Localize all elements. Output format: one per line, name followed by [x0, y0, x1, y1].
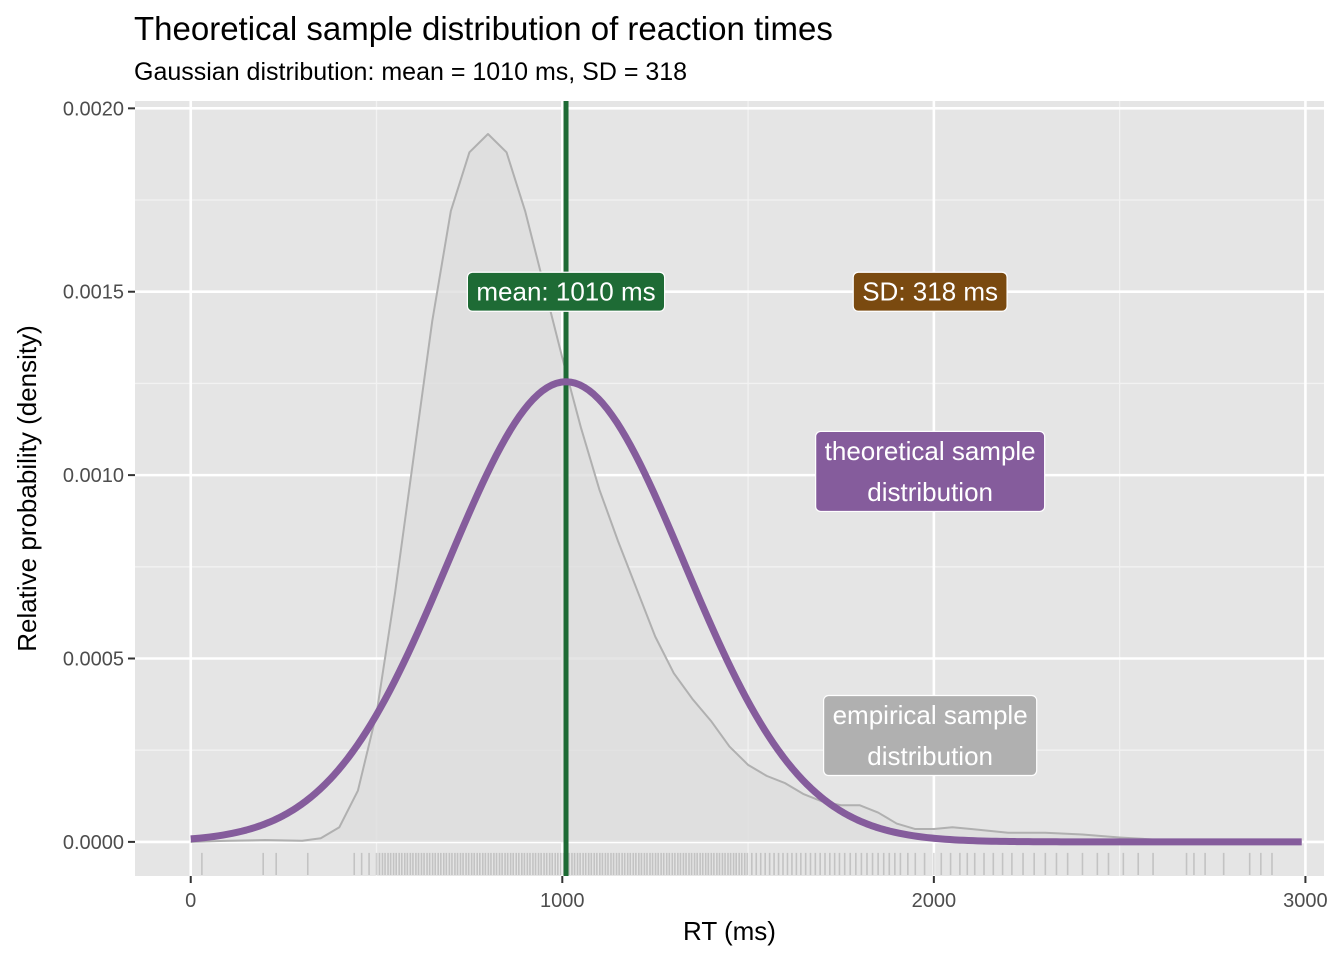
x-axis-title: RT (ms) — [683, 916, 776, 946]
theoretical-label: theoretical sample distribution — [815, 430, 1046, 513]
chart-subtitle: Gaussian distribution: mean = 1010 ms, S… — [134, 58, 688, 86]
theoretical-density-curve — [190, 378, 1302, 846]
y-tick-label: 0.0000 — [63, 832, 124, 854]
mean-label-text: mean: 1010 ms — [476, 277, 655, 307]
axis-ticks: 0 1000 2000 3000 0.0000 0.0005 0.0010 0.0015 0.0… — [63, 98, 1328, 912]
x-tick-label: 3000 — [1283, 890, 1328, 912]
y-axis-title: Relative probability (density) — [12, 325, 42, 652]
x-tick-label: 0 — [185, 890, 196, 912]
theoretical-label-text: theoretical sample — [825, 436, 1036, 466]
x-tick-label: 2000 — [912, 890, 957, 912]
y-tick-label: 0.0020 — [63, 98, 124, 120]
mean-label: mean: 1010 ms — [466, 271, 666, 312]
empirical-density-area — [190, 134, 1302, 842]
annotation-labels: mean: 1010 ms SD: 318 ms theoretical sampl… — [466, 271, 1046, 777]
sd-label-text: SD: 318 ms — [862, 277, 998, 307]
mean-label-box — [466, 271, 666, 312]
y-tick-label: 0.0005 — [63, 649, 124, 671]
theoretical-label-box — [815, 430, 1046, 513]
theoretical-label-text: distribution — [867, 477, 993, 507]
x-tick-label: 1000 — [540, 890, 585, 912]
empirical-label-text: distribution — [867, 741, 993, 771]
empirical-label-box — [823, 694, 1038, 777]
sd-label-box — [852, 271, 1008, 312]
rug-marks — [201, 852, 1273, 875]
empirical-density-line — [190, 133, 1302, 843]
chart-title: Theoretical sample distribution of react… — [134, 10, 833, 47]
y-tick-label: 0.0015 — [63, 282, 124, 304]
empirical-label-text: empirical sample — [833, 700, 1028, 730]
empirical-label: empirical sample distribution — [823, 694, 1038, 777]
sd-label: SD: 318 ms — [852, 271, 1008, 312]
y-tick-label: 0.0010 — [63, 465, 124, 487]
